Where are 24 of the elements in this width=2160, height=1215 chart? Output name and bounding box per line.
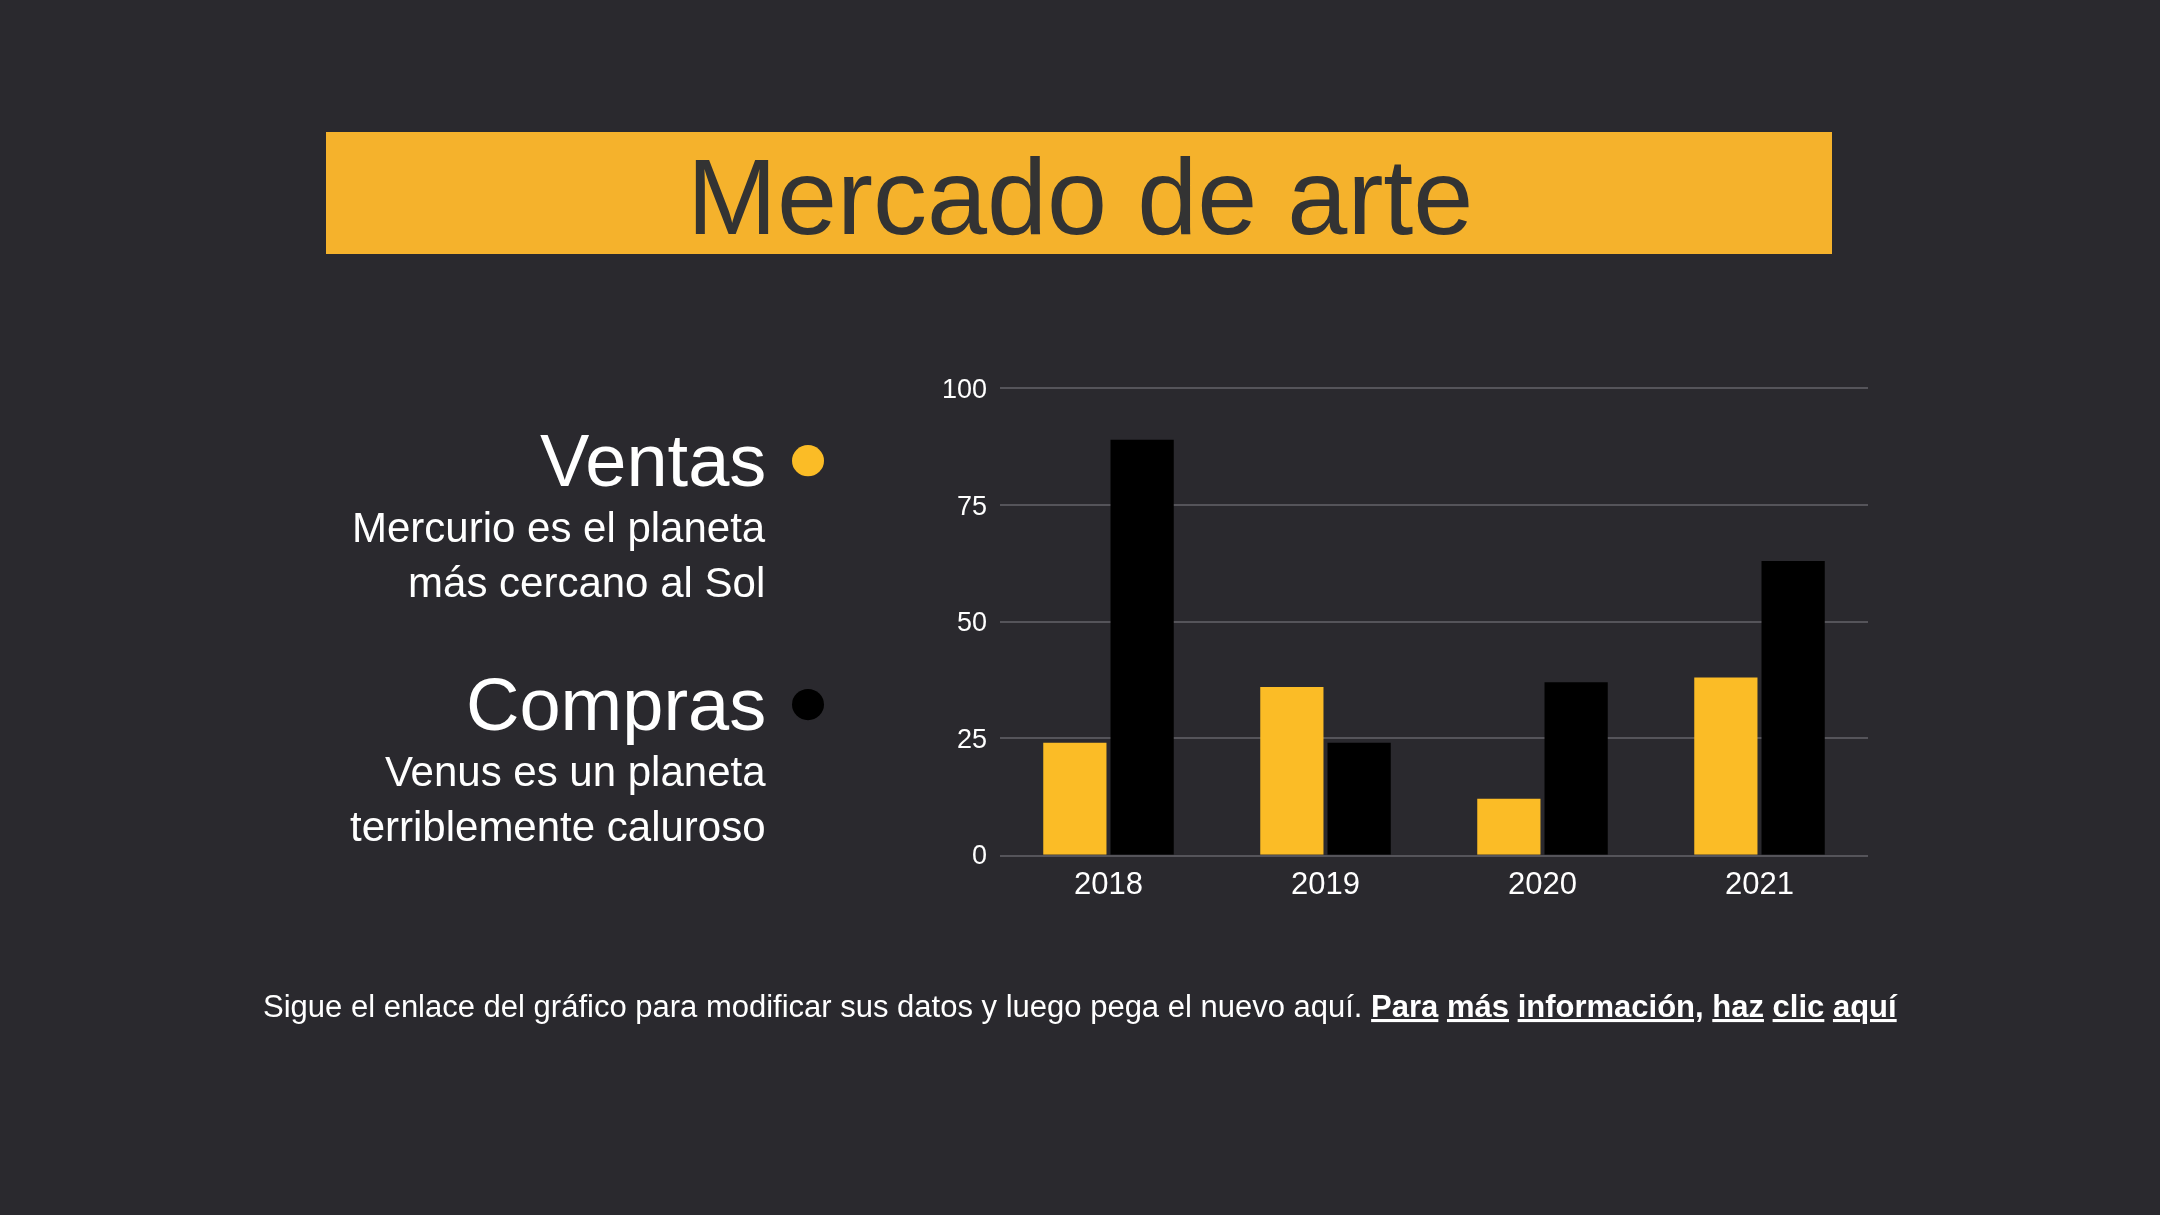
- chart-title: Mercado de arte: [687, 136, 1474, 257]
- bar: [1110, 439, 1174, 855]
- y-tick-label: 75: [956, 490, 987, 521]
- bar: [1694, 677, 1758, 855]
- bar: [1260, 686, 1324, 855]
- x-tick-label: 2018: [1074, 865, 1143, 901]
- text: Sigue el enlace del gráfico para modificar sus datos y luego pega el nuevo aquí.: [263, 989, 1363, 1024]
- y-tick-label: 50: [956, 607, 987, 638]
- bar: [1477, 798, 1541, 855]
- bar: [1544, 682, 1608, 855]
- y-tick-label: 100: [941, 373, 987, 404]
- text: Venus es un planeta terriblemente caluroso: [350, 748, 767, 850]
- legend-label: Compras: [466, 663, 767, 746]
- bar: [1327, 742, 1391, 855]
- text: Para más información, haz clic aquí: [1371, 989, 1899, 1024]
- y-tick-label: 25: [956, 723, 987, 754]
- legend-label: Ventas: [540, 419, 767, 502]
- x-tick-label: 2021: [1725, 865, 1794, 901]
- x-tick-label: 2020: [1508, 865, 1577, 901]
- bar: [1761, 561, 1825, 855]
- x-tick-label: 2019: [1291, 865, 1360, 901]
- y-tick-label: 0: [971, 840, 987, 871]
- text: Mercurio es el planeta más cercano al Sol: [352, 504, 766, 606]
- bar: [1043, 742, 1107, 855]
